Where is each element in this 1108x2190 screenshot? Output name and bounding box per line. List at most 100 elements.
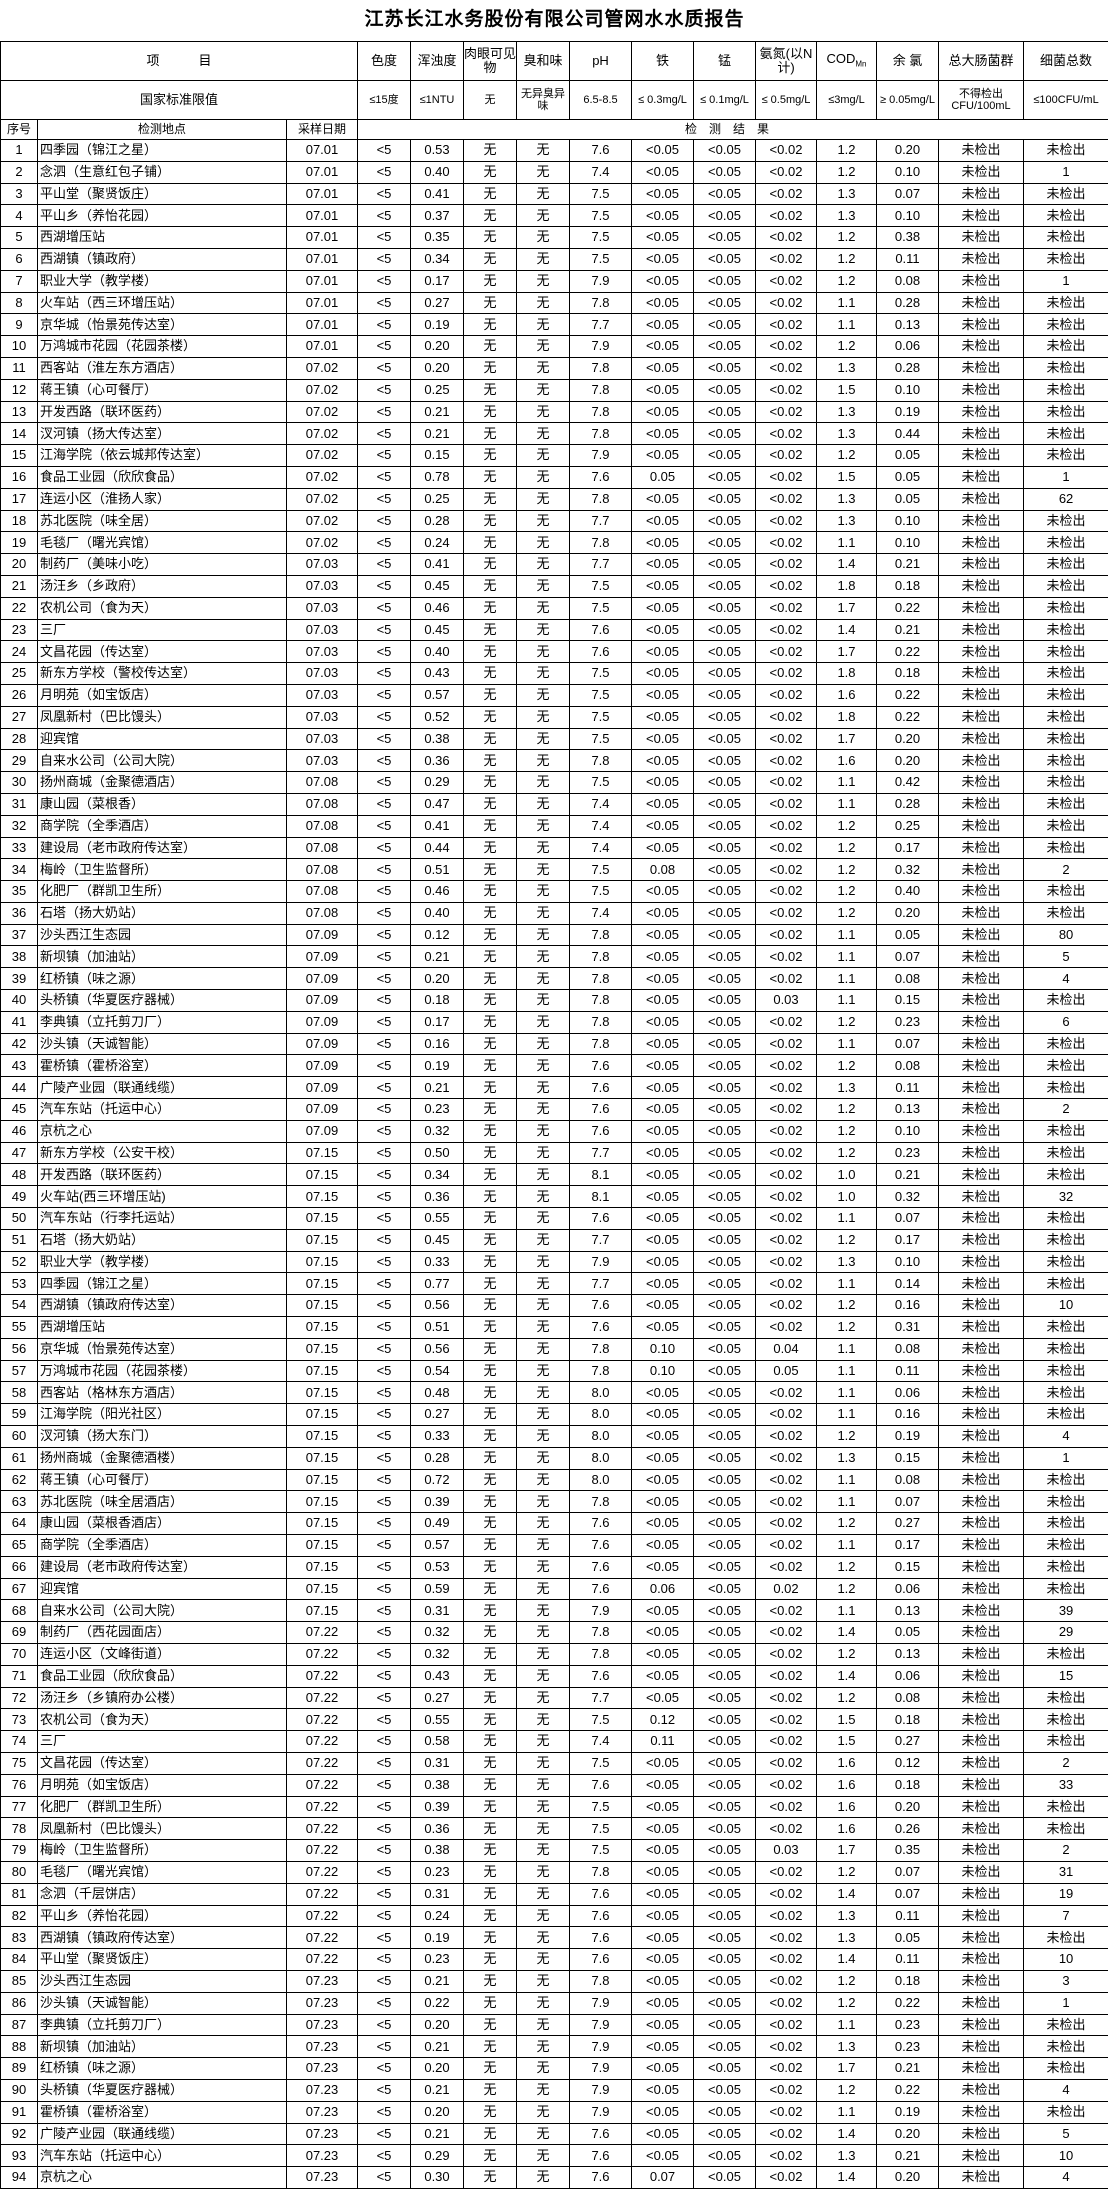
cell-row-no: 78: [0, 1817, 38, 1841]
cell-bacteria: 1: [1022, 465, 1108, 489]
cell-turbidity: 0.40: [410, 640, 464, 664]
cell-odor: 无: [516, 204, 570, 228]
table-row: 38 新坝镇（加油站） 07.09 <5 0.21 无无 7.8 <0.05 <0.05 <0.0…: [0, 945, 1108, 969]
cell-sample-date: 07.08: [286, 836, 358, 860]
cell-coliform: 未检出: [938, 487, 1024, 511]
cell-coliform: 未检出: [938, 1839, 1024, 1862]
cell-cod: 1.2: [816, 247, 877, 271]
cell-ph: 7.5: [569, 771, 632, 794]
cell-iron: <0.05: [631, 313, 694, 337]
cell-sample-date: 07.22: [286, 1795, 358, 1819]
cell-residual-chlorine: 0.11: [876, 1076, 939, 1100]
cell-odor: 无: [516, 1599, 570, 1623]
cell-ph: 7.8: [569, 989, 632, 1012]
cell-ph: 7.5: [569, 662, 632, 685]
cell-ph: 7.8: [569, 923, 632, 947]
table-row: 33 建设局（老市政府传达室） 07.08 <5 0.44 无无 7.4 <0.05 <0.05…: [0, 836, 1108, 860]
cell-location: 新坝镇（加油站）: [37, 2035, 287, 2059]
cell-bacteria: 未检出: [1022, 1337, 1108, 1361]
cell-coliform: 未检出: [938, 1969, 1024, 1993]
cell-bacteria: 未检出: [1022, 1054, 1108, 1078]
cell-sample-date: 07.22: [286, 1817, 358, 1841]
cell-odor: 无: [516, 247, 570, 271]
cell-odor: 无: [516, 487, 570, 511]
cell-turbidity: 0.30: [410, 2166, 464, 2189]
cell-turbidity: 0.56: [410, 1294, 464, 1318]
cell-turbidity: 0.38: [410, 1839, 464, 1862]
cell-turbidity: 0.21: [410, 2122, 464, 2146]
cell-cod: 1.2: [816, 1577, 877, 1601]
cell-cod: 1.5: [816, 378, 877, 402]
cell-bacteria: 未检出: [1022, 1512, 1108, 1535]
cell-visible-matter: 无: [463, 858, 517, 882]
cell-residual-chlorine: 0.07: [876, 1860, 939, 1884]
cell-iron: <0.05: [631, 531, 694, 555]
cell-bacteria: 未检出: [1022, 1817, 1108, 1841]
cell-sample-date: 07.02: [286, 509, 358, 533]
cell-cod: 1.4: [816, 1882, 877, 1906]
cell-coliform: 未检出: [938, 1054, 1024, 1078]
cell-residual-chlorine: 0.21: [876, 2144, 939, 2168]
cell-odor: 无: [516, 139, 570, 162]
cell-bacteria: 未检出: [1022, 1228, 1108, 1252]
cell-location: 平山乡（养怡花园）: [37, 204, 287, 228]
cell-odor: 无: [516, 618, 570, 642]
cell-sample-date: 07.09: [286, 967, 358, 991]
cell-coliform: 未检出: [938, 1163, 1024, 1187]
cell-visible-matter: 无: [463, 269, 517, 293]
cell-odor: 无: [516, 1490, 570, 1514]
cell-cod: 1.2: [816, 880, 877, 903]
cell-turbidity: 0.51: [410, 1316, 464, 1339]
table-row: 61 扬州商城（金聚德酒楼） 07.15 <5 0.28 无无 8.0 <0.05 <0.05 <…: [0, 1446, 1108, 1470]
cell-manganese: <0.05: [693, 1207, 756, 1230]
cell-iron: <0.05: [631, 683, 694, 707]
cell-odor: 无: [516, 1926, 570, 1950]
cell-coliform: 未检出: [938, 989, 1024, 1012]
cell-ph: 7.6: [569, 1664, 632, 1688]
cell-location: 扬州商城（金聚德酒店）: [37, 771, 287, 794]
cell-visible-matter: 无: [463, 1207, 517, 1230]
cell-cod: 1.2: [816, 836, 877, 860]
cell-coliform: 未检出: [938, 182, 1024, 206]
cell-manganese: <0.05: [693, 749, 756, 773]
cell-visible-matter: 无: [463, 1076, 517, 1100]
cell-row-no: 16: [0, 465, 38, 489]
cell-ammonia: <0.02: [755, 2035, 817, 2059]
cell-bacteria: 未检出: [1022, 2013, 1108, 2037]
cell-cod: 1.3: [816, 487, 877, 511]
cell-cod: 1.1: [816, 1272, 877, 1296]
cell-bacteria: 未检出: [1022, 1316, 1108, 1339]
cell-bacteria: 未检出: [1022, 531, 1108, 555]
cell-location: 广陵产业园（联通线缆）: [37, 2122, 287, 2146]
cell-manganese: <0.05: [693, 1141, 756, 1165]
cell-manganese: <0.05: [693, 1163, 756, 1187]
cell-ammonia: <0.02: [755, 1904, 817, 1928]
cell-ammonia: <0.02: [755, 749, 817, 773]
cell-odor: 无: [516, 1163, 570, 1187]
cell-bacteria: 1: [1022, 269, 1108, 293]
cell-ammonia: <0.02: [755, 335, 817, 358]
cell-manganese: <0.05: [693, 880, 756, 903]
cell-iron: <0.05: [631, 1839, 694, 1862]
cell-coliform: 未检出: [938, 378, 1024, 402]
standard-label: 国家标准限值: [0, 80, 358, 120]
cell-turbidity: 0.52: [410, 705, 464, 729]
col-iron: 铁: [631, 41, 694, 81]
cell-color: <5: [357, 814, 411, 838]
cell-ph: 7.6: [569, 640, 632, 664]
cell-cod: 1.2: [816, 1054, 877, 1078]
cell-bacteria: 未检出: [1022, 705, 1108, 729]
cell-cod: 1.2: [816, 1969, 877, 1993]
cell-sample-date: 07.09: [286, 945, 358, 969]
cell-color: <5: [357, 1032, 411, 1056]
cell-manganese: <0.05: [693, 1098, 756, 1121]
cell-residual-chlorine: 0.18: [876, 574, 939, 598]
cell-ph: 7.8: [569, 531, 632, 555]
cell-bacteria: 10: [1022, 1948, 1108, 1971]
cell-color: <5: [357, 923, 411, 947]
cell-location: 扬州商城（金聚德酒楼）: [37, 1446, 287, 1470]
cell-odor: 无: [516, 226, 570, 249]
cell-iron: <0.05: [631, 1468, 694, 1492]
cell-cod: 1.2: [816, 160, 877, 184]
cell-row-no: 36: [0, 901, 38, 925]
